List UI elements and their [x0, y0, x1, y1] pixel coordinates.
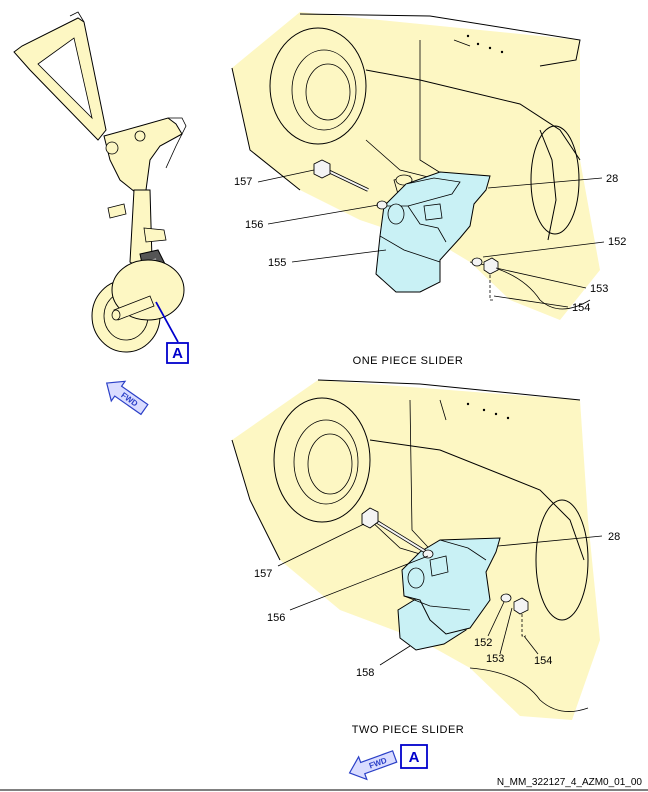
locator-callout-letter: A: [172, 345, 183, 362]
top-caption: ONE PIECE SLIDER: [353, 355, 464, 367]
bottom-callout-a[interactable]: A: [400, 744, 428, 769]
top-label-154: 154: [572, 302, 590, 314]
fwd-arrow-bottom: FWD: [348, 750, 398, 781]
top-label-157: 157: [234, 176, 252, 188]
bottom-label-158: 158: [356, 667, 374, 679]
locator-callout-a[interactable]: A: [166, 342, 189, 364]
bottom-view: [231, 379, 603, 720]
bottom-label-28: 28: [608, 531, 620, 543]
top-label-153: 153: [590, 283, 608, 295]
top-label-152: 152: [608, 236, 626, 248]
top-label-155: 155: [268, 257, 286, 269]
bottom-label-154: 154: [534, 655, 552, 667]
bottom-label-153: 153: [486, 653, 504, 665]
bottom-label-157: 157: [254, 568, 272, 580]
top-label-28: 28: [606, 173, 618, 185]
landing-gear-locator: [13, 11, 187, 353]
bottom-label-152: 152: [474, 637, 492, 649]
fwd-arrow-locator: FWD: [105, 380, 149, 416]
bottom-callout-letter: A: [409, 749, 420, 766]
top-label-156: 156: [245, 219, 263, 231]
reference-code: N_MM_322127_4_AZM0_01_00: [497, 777, 643, 788]
bottom-label-156: 156: [267, 612, 285, 624]
bottom-caption: TWO PIECE SLIDER: [352, 724, 465, 736]
top-view: [231, 12, 605, 320]
